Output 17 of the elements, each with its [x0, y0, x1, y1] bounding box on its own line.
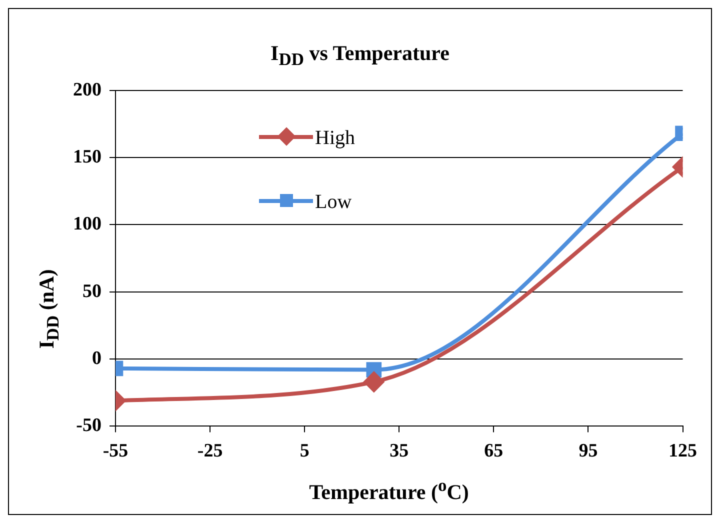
- x-tick-label: 125: [668, 440, 697, 462]
- x-tick-label: 65: [484, 440, 504, 462]
- x-tick-label: -55: [102, 440, 128, 462]
- chart-title: I$_{DD}$ vs Temperature: [270, 41, 450, 70]
- x-tick-label: -25: [197, 440, 223, 462]
- legend-label: High: [315, 127, 355, 149]
- y-tick-label: 100: [73, 214, 102, 235]
- y-tick-label: 200: [73, 79, 102, 100]
- y-tick-label: 150: [73, 146, 102, 168]
- y-tick-label: 50: [82, 280, 102, 302]
- x-tick-label: 95: [578, 440, 598, 462]
- x-tick-label: 35: [390, 440, 409, 462]
- x-tick-label: 5: [300, 440, 310, 462]
- y-tick-label: -50: [76, 415, 102, 436]
- legend-label: Low: [315, 191, 352, 213]
- x-axis-title: Temperature ($^{o}$C): [308, 475, 470, 505]
- y-tick-label: 0: [92, 348, 102, 369]
